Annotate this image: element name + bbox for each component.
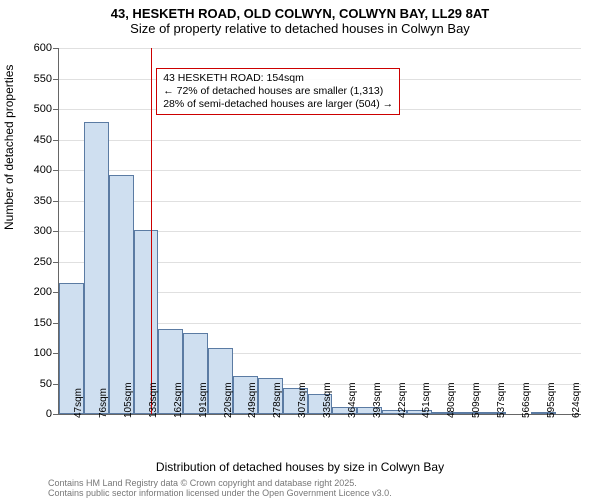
- ytick-label: 550: [12, 73, 52, 85]
- ytick-label: 250: [12, 256, 52, 268]
- gridline: [59, 48, 581, 49]
- footer-line1: Contains HM Land Registry data © Crown c…: [48, 478, 392, 488]
- ytick-label: 150: [12, 317, 52, 329]
- ytick-mark: [53, 79, 58, 80]
- ytick-label: 300: [12, 225, 52, 237]
- gridline: [59, 170, 581, 171]
- ytick-mark: [53, 48, 58, 49]
- ytick-label: 0: [12, 408, 52, 420]
- chart-title-line2: Size of property relative to detached ho…: [0, 21, 600, 40]
- ytick-label: 500: [12, 103, 52, 115]
- ytick-label: 400: [12, 164, 52, 176]
- ytick-mark: [53, 323, 58, 324]
- plot-area: 43 HESKETH ROAD: 154sqm← 72% of detached…: [58, 48, 581, 415]
- reference-line: [151, 48, 152, 414]
- ytick-label: 450: [12, 134, 52, 146]
- ytick-mark: [53, 353, 58, 354]
- histogram-bar: [109, 175, 134, 414]
- ytick-label: 50: [12, 378, 52, 390]
- ytick-label: 100: [12, 347, 52, 359]
- ytick-mark: [53, 140, 58, 141]
- gridline: [59, 140, 581, 141]
- annotation-box: 43 HESKETH ROAD: 154sqm← 72% of detached…: [156, 68, 400, 115]
- histogram-bar: [84, 122, 109, 414]
- ytick-mark: [53, 109, 58, 110]
- ytick-label: 200: [12, 286, 52, 298]
- ytick-mark: [53, 262, 58, 263]
- ytick-label: 600: [12, 42, 52, 54]
- ytick-mark: [53, 170, 58, 171]
- ytick-mark: [53, 201, 58, 202]
- ytick-mark: [53, 414, 58, 415]
- annotation-line3: 28% of semi-detached houses are larger (…: [163, 98, 393, 111]
- gridline: [59, 201, 581, 202]
- ytick-mark: [53, 231, 58, 232]
- ytick-mark: [53, 384, 58, 385]
- x-axis-label: Distribution of detached houses by size …: [0, 460, 600, 474]
- chart-title-line1: 43, HESKETH ROAD, OLD COLWYN, COLWYN BAY…: [0, 0, 600, 21]
- footer-line2: Contains public sector information licen…: [48, 488, 392, 498]
- ytick-mark: [53, 292, 58, 293]
- footer-attribution: Contains HM Land Registry data © Crown c…: [48, 478, 392, 499]
- ytick-label: 350: [12, 195, 52, 207]
- chart-container: 43, HESKETH ROAD, OLD COLWYN, COLWYN BAY…: [0, 0, 600, 500]
- annotation-line1: 43 HESKETH ROAD: 154sqm: [163, 72, 393, 85]
- annotation-line2: ← 72% of detached houses are smaller (1,…: [163, 85, 393, 98]
